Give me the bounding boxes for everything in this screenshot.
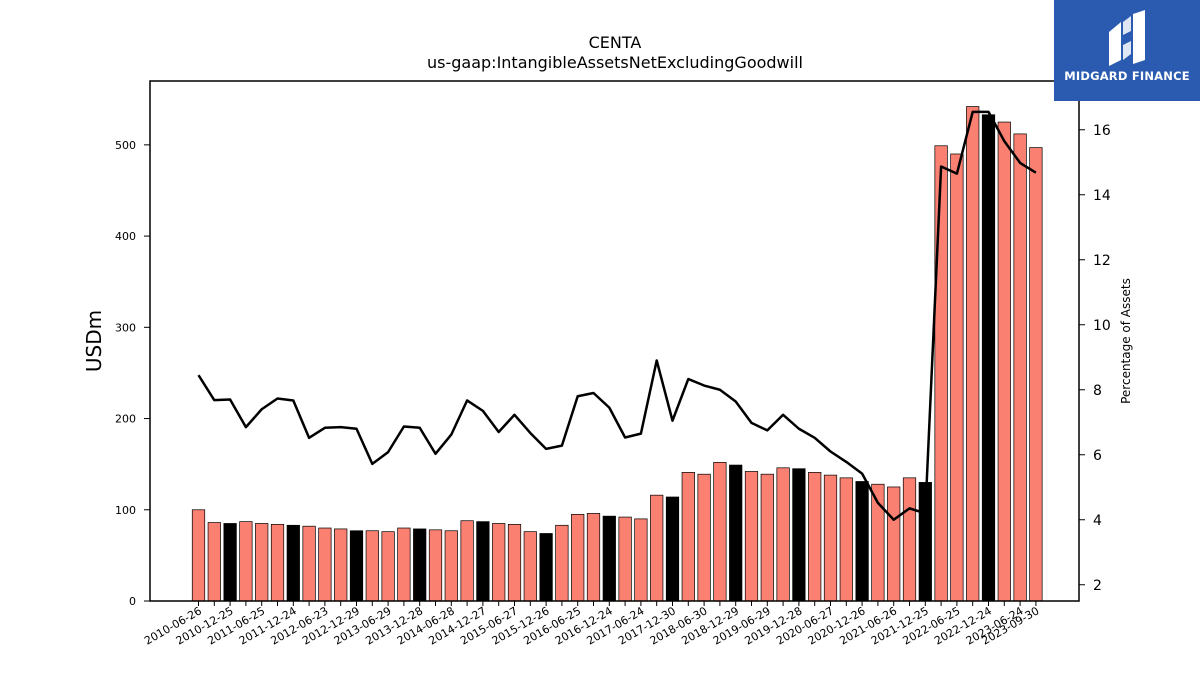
bar — [744, 471, 759, 602]
bar — [902, 477, 917, 602]
bar — [697, 473, 711, 602]
bar — [966, 106, 980, 602]
bar — [492, 523, 506, 602]
bar — [334, 528, 348, 602]
right-tick-label: 6 — [1093, 448, 1102, 464]
bar — [839, 477, 853, 602]
bar — [1013, 133, 1027, 602]
left-tick-label: 100 — [115, 504, 136, 517]
bar — [634, 518, 648, 602]
logo-text: MIDGARD FINANCE — [1064, 69, 1190, 83]
bar — [792, 468, 806, 602]
left-tick-label: 300 — [115, 321, 136, 334]
bar — [207, 522, 221, 602]
left-tick-label: 400 — [115, 230, 136, 243]
bar — [239, 521, 253, 602]
left-tick-label: 0 — [129, 595, 136, 608]
bar — [618, 516, 632, 602]
bar — [950, 153, 964, 602]
bar — [302, 525, 316, 602]
bar — [934, 145, 948, 602]
bar — [571, 513, 585, 602]
bar — [318, 527, 332, 602]
bar — [602, 515, 616, 602]
bar — [507, 524, 522, 602]
bar — [760, 473, 774, 602]
bar — [397, 527, 411, 602]
y2-axis-label: Percentage of Assets — [1119, 278, 1133, 404]
bar — [1029, 147, 1043, 602]
bar — [428, 529, 443, 602]
midgard-finance-logo: MIDGARD FINANCE — [1054, 0, 1200, 101]
bar — [286, 524, 300, 602]
bar — [586, 513, 601, 602]
bar — [823, 474, 838, 602]
bar — [555, 524, 569, 602]
plot-frame — [149, 80, 1080, 602]
bar — [270, 524, 285, 602]
bar — [808, 472, 822, 602]
left-tick-label: 200 — [115, 413, 136, 426]
right-tick-label: 12 — [1093, 253, 1111, 269]
bar — [665, 496, 680, 602]
bar — [476, 521, 490, 602]
bar — [349, 530, 364, 602]
bar — [381, 531, 395, 602]
bar — [413, 528, 427, 602]
bar — [523, 531, 537, 602]
bar — [729, 464, 743, 602]
right-tick-label: 8 — [1093, 383, 1102, 399]
chart-title: CENTA — [589, 33, 642, 52]
bar — [776, 467, 790, 602]
bar — [255, 523, 269, 602]
bar — [650, 494, 664, 602]
bar — [539, 533, 553, 602]
percentage-line — [197, 110, 1037, 521]
bar — [997, 121, 1011, 602]
left-tick-label: 500 — [115, 139, 136, 152]
right-axis: 2 4 6 8 10 12 14 16 — [1079, 123, 1111, 594]
bar — [365, 530, 379, 602]
bar — [887, 486, 901, 602]
bar — [855, 481, 869, 602]
right-tick-label: 4 — [1093, 513, 1102, 529]
right-tick-label: 16 — [1093, 123, 1111, 139]
bar — [191, 509, 206, 602]
bar — [713, 461, 727, 602]
bar-series — [191, 106, 1043, 602]
right-tick-label: 14 — [1093, 188, 1111, 204]
bar — [223, 523, 237, 602]
midgard-logo-icon — [1109, 10, 1145, 66]
right-tick-label: 10 — [1093, 318, 1111, 334]
bar — [444, 530, 458, 602]
x-axis: 2010-06-262010-12-252011-06-252011-12-24… — [142, 601, 1041, 648]
chart-subtitle: us-gaap:IntangibleAssetsNetExcludingGood… — [427, 53, 803, 72]
y-axis-label: USDm — [82, 310, 106, 372]
bar — [681, 472, 695, 602]
bar — [460, 520, 474, 602]
left-axis: 0 100 200 300 400 500 — [115, 139, 150, 608]
right-tick-label: 2 — [1093, 578, 1102, 594]
bar — [981, 114, 996, 602]
